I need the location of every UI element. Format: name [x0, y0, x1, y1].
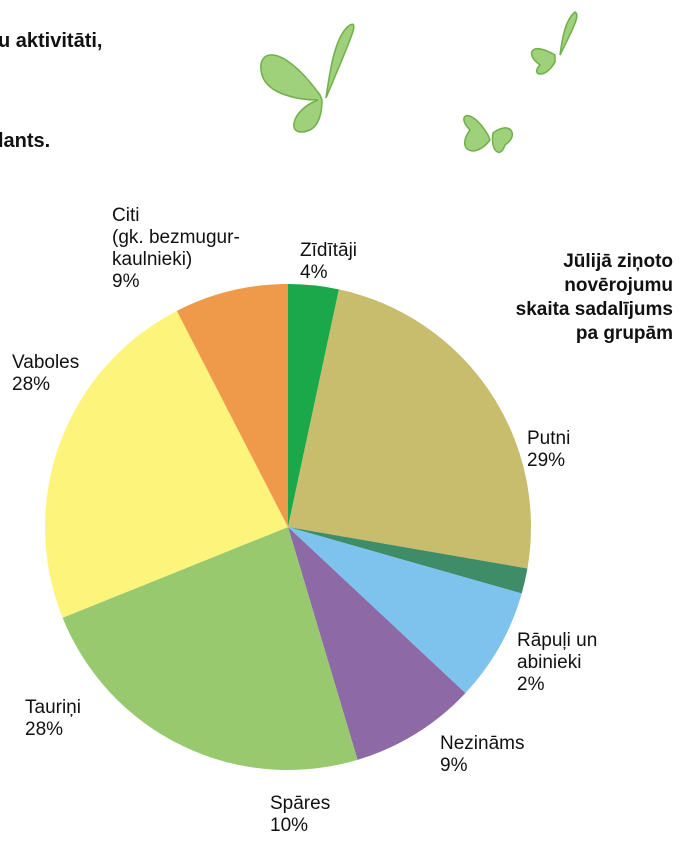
value-label: 9%: [112, 271, 240, 293]
category-label: Putni: [527, 428, 570, 450]
category-label: Citi (gk. bezmugur- kaulnieki): [112, 205, 240, 271]
category-label: Vaboles: [12, 352, 79, 374]
slice-label: Citi (gk. bezmugur- kaulnieki)9%: [112, 205, 240, 293]
value-label: 2%: [517, 674, 597, 696]
value-label: 29%: [527, 450, 570, 472]
chart-title: Jūlijā ziņoto novērojumu skaita sadalīju…: [516, 250, 673, 346]
category-label: Spāres: [270, 793, 330, 815]
page: u aktivitāti, lants. Jūlijā ziņoto novēr…: [0, 0, 681, 843]
category-label: Rāpuļi un abinieki: [517, 630, 597, 674]
cropped-text: lants.: [0, 130, 50, 153]
value-label: 28%: [12, 374, 79, 396]
value-label: 10%: [270, 815, 330, 837]
category-label: Zīdītāji: [300, 240, 357, 262]
category-label: Nezināms: [440, 733, 524, 755]
value-label: 28%: [25, 719, 81, 741]
decor-butterflies: [261, 12, 577, 152]
value-label: 9%: [440, 755, 524, 777]
chart: [0, 0, 681, 843]
value-label: 4%: [300, 262, 357, 284]
category-label: Tauriņi: [25, 697, 81, 719]
cropped-text: u aktivitāti,: [0, 30, 102, 53]
